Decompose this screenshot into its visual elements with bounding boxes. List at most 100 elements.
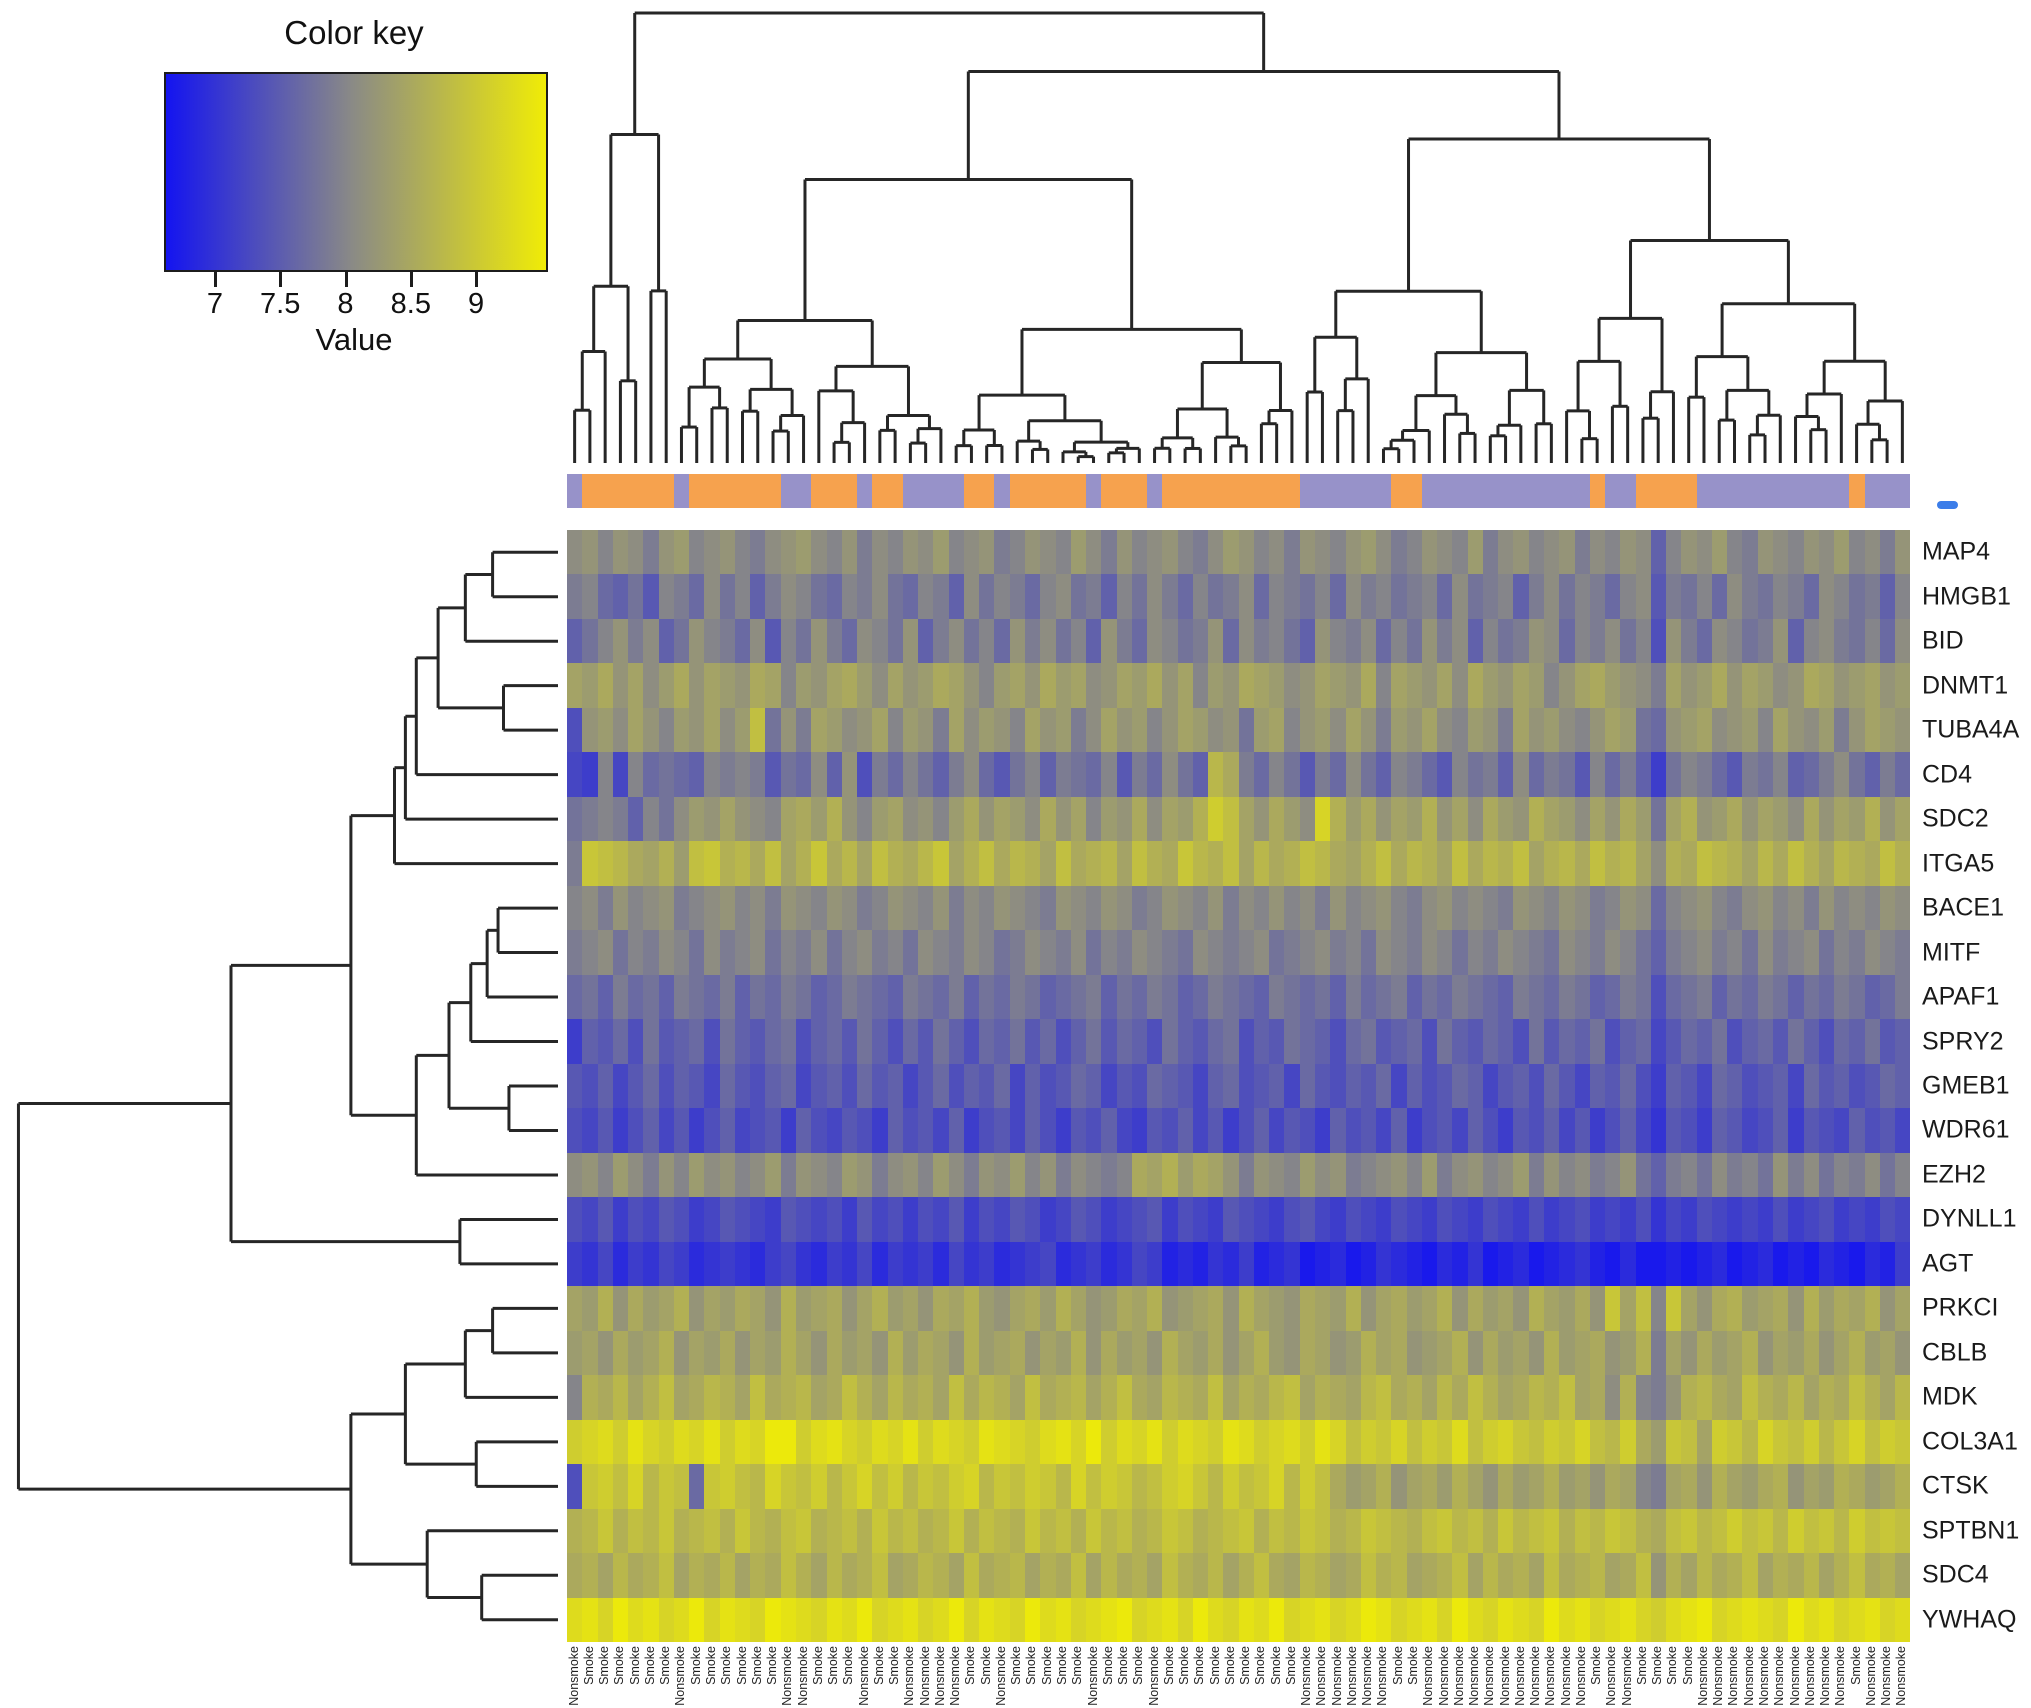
heatmap-cell <box>1177 885 1193 931</box>
heatmap-cell <box>1803 1152 1819 1198</box>
heatmap-cell <box>704 707 720 753</box>
heatmap-cell <box>994 1241 1010 1287</box>
heatmap-row <box>567 1286 1911 1331</box>
heatmap-cell <box>582 1464 598 1509</box>
heatmap-cell <box>1772 574 1789 619</box>
heatmap-cell <box>1498 974 1514 1020</box>
heatmap-cell <box>1849 885 1865 931</box>
heatmap-cell <box>704 1197 720 1242</box>
heatmap-cell <box>1834 1597 1850 1643</box>
heatmap-cell <box>1711 974 1728 1020</box>
heatmap-cell <box>628 1464 644 1509</box>
row-label: SDC2 <box>1922 804 1989 833</box>
heatmap-cell <box>1269 1019 1285 1064</box>
heatmap-cell <box>1406 1330 1422 1376</box>
heatmap-cell <box>1162 1197 1178 1242</box>
heatmap-cell <box>979 1464 995 1509</box>
heatmap-cell <box>1223 1419 1239 1465</box>
heatmap-cell <box>948 1375 964 1420</box>
heatmap-cell <box>567 1108 583 1153</box>
heatmap-cell <box>765 1553 781 1598</box>
heatmap-cell <box>1864 1108 1880 1153</box>
heatmap-cell <box>1742 1464 1758 1509</box>
heatmap-cell <box>780 530 796 575</box>
heatmap-cell <box>872 1286 888 1331</box>
heatmap-cell <box>673 974 690 1020</box>
heatmap-cell <box>628 1063 644 1109</box>
heatmap-cell <box>1177 1019 1193 1064</box>
heatmap-cell <box>1528 1419 1544 1465</box>
heatmap-cell <box>1711 1553 1728 1598</box>
heatmap-cell <box>933 841 949 886</box>
heatmap-cell <box>841 1597 858 1643</box>
heatmap-cell <box>1238 1597 1254 1643</box>
heatmap-cell <box>1376 1553 1392 1598</box>
heatmap-cell <box>1223 1108 1239 1153</box>
heatmap-cell <box>979 1152 995 1198</box>
heatmap-cell <box>1772 1597 1789 1643</box>
heatmap-cell <box>902 841 919 886</box>
column-group-segment <box>1528 474 1544 508</box>
heatmap-cell <box>1116 1286 1132 1331</box>
heatmap-row <box>567 1508 1911 1554</box>
heatmap-cell <box>1101 1553 1117 1598</box>
heatmap-cell <box>719 1330 735 1376</box>
heatmap-cell <box>597 1108 613 1153</box>
heatmap-cell <box>1406 1063 1422 1109</box>
heatmap-cell <box>1253 1330 1270 1376</box>
heatmap-cell <box>734 1508 751 1554</box>
heatmap-row <box>567 1330 1911 1376</box>
heatmap-cell <box>689 530 705 575</box>
column-label: Nonsmoke <box>1329 1646 1344 1706</box>
heatmap-cell <box>1574 841 1590 886</box>
column-label: Nonsmoke <box>1833 1646 1848 1706</box>
heatmap-cell <box>1116 796 1132 842</box>
heatmap-cell <box>1101 974 1117 1020</box>
heatmap-cell <box>1696 707 1712 753</box>
heatmap-cell <box>1116 1063 1132 1109</box>
row-label: DNMT1 <box>1922 671 2009 700</box>
heatmap-cell <box>1177 796 1193 842</box>
heatmap-cell <box>857 1063 873 1109</box>
heatmap-cell <box>1269 1108 1285 1153</box>
row-label: HMGB1 <box>1922 582 2011 611</box>
heatmap-cell <box>1147 574 1163 619</box>
column-group-segment <box>1666 474 1682 508</box>
heatmap-cell <box>1299 930 1316 975</box>
heatmap-cell <box>1147 1464 1163 1509</box>
heatmap-cell <box>1070 1419 1087 1465</box>
heatmap-cell <box>857 1019 873 1064</box>
heatmap-cell <box>948 1063 964 1109</box>
heatmap-cell <box>994 1553 1010 1598</box>
heatmap-cell <box>887 1375 903 1420</box>
heatmap-cell <box>795 663 812 708</box>
heatmap-cell <box>734 974 751 1020</box>
heatmap-cell <box>1528 1108 1544 1153</box>
heatmap-cell <box>1162 1597 1178 1643</box>
heatmap-cell <box>1162 885 1178 931</box>
heatmap-cell <box>795 530 812 575</box>
heatmap-cell <box>1711 707 1728 753</box>
heatmap-cell <box>1162 1241 1178 1287</box>
heatmap-cell <box>1040 1286 1056 1331</box>
heatmap-cell <box>1467 1553 1483 1598</box>
heatmap-cell <box>1055 752 1071 797</box>
heatmap-cell <box>887 1108 903 1153</box>
heatmap-cell <box>948 1286 964 1331</box>
heatmap-cell <box>1513 1597 1529 1643</box>
column-group-segment <box>857 474 873 508</box>
heatmap-cell <box>704 752 720 797</box>
heatmap-cell <box>1803 930 1819 975</box>
heatmap-cell <box>1772 841 1789 886</box>
heatmap-cell <box>1742 1330 1758 1376</box>
row-label: COL3A1 <box>1922 1427 2018 1456</box>
heatmap-cell <box>1666 618 1682 664</box>
heatmap-cell <box>1681 1419 1697 1465</box>
heatmap-cell <box>1589 1286 1606 1331</box>
heatmap-cell <box>1391 663 1407 708</box>
heatmap-cell <box>1528 1597 1544 1643</box>
heatmap-cell <box>1711 1464 1728 1509</box>
heatmap-cell <box>1024 752 1041 797</box>
heatmap-cell <box>1727 530 1743 575</box>
heatmap-cell <box>811 1419 827 1465</box>
